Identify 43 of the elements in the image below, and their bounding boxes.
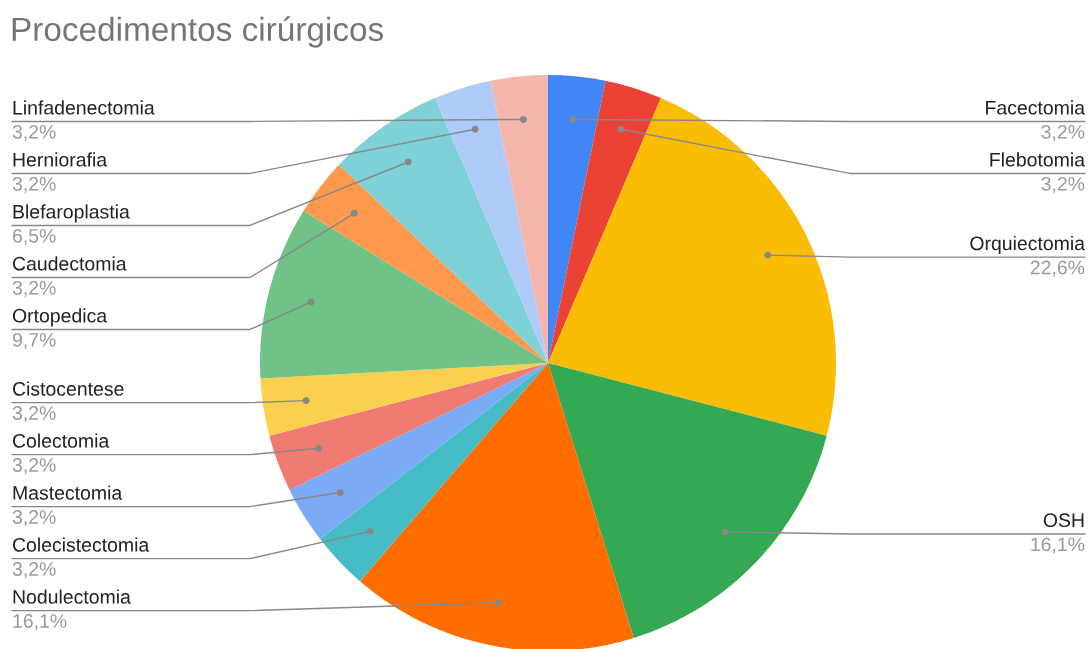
data-label: 3,2% bbox=[12, 124, 56, 142]
slice-label: Herniorafia bbox=[13, 152, 108, 167]
pie-slice bbox=[260, 363, 548, 436]
slice-label: Mastectomia bbox=[13, 485, 123, 500]
pie-slice bbox=[320, 363, 548, 582]
data-label: 3,2% bbox=[12, 458, 56, 475]
pie-slice bbox=[435, 80, 548, 363]
pie-slice bbox=[359, 363, 634, 649]
data-label: 3,2% bbox=[12, 280, 56, 298]
data-label: 3,2% bbox=[12, 510, 56, 527]
pie-slice bbox=[289, 363, 548, 540]
data-label: 3,2% bbox=[1041, 124, 1085, 142]
pie-slice bbox=[548, 80, 661, 363]
data-label: 3,2% bbox=[12, 406, 56, 423]
pie-slice bbox=[548, 98, 836, 436]
slice-label: Flebotomia bbox=[990, 152, 1086, 167]
data-label: 22,6% bbox=[1030, 260, 1085, 277]
pie-slice bbox=[338, 98, 548, 363]
data-label: 16,1% bbox=[13, 614, 67, 631]
pie-slice bbox=[260, 210, 548, 379]
pie-slice bbox=[548, 363, 827, 638]
data-label: 3,2% bbox=[1041, 176, 1085, 194]
pie-slice bbox=[303, 164, 548, 363]
slice-label: Facectomia bbox=[986, 100, 1086, 115]
data-label: 3,2% bbox=[12, 176, 56, 194]
pie-slice bbox=[548, 75, 606, 363]
slice-label: Colectomia bbox=[12, 433, 110, 448]
slice-label: Ortopedica bbox=[12, 308, 108, 327]
data-label: 9,7% bbox=[12, 332, 56, 350]
slice-label: Caudectomia bbox=[12, 256, 127, 271]
slice-label: Orquiectomia bbox=[970, 235, 1086, 255]
pie-slice bbox=[490, 75, 548, 363]
slice-label: Colecistectomia bbox=[12, 537, 150, 552]
data-label: 6,5% bbox=[12, 228, 56, 246]
slice-label: Linfadenectomia bbox=[13, 100, 155, 115]
chart-title: Procedimentos cirúrgicos bbox=[12, 16, 384, 48]
slice-label: Cistocentese bbox=[12, 381, 124, 396]
slice-label: Nodulectomia bbox=[13, 589, 131, 604]
pie-slice bbox=[269, 363, 548, 490]
data-label: 16,1% bbox=[1031, 537, 1085, 554]
slice-label: Blefaroplastia bbox=[13, 204, 130, 223]
data-label: 3,2% bbox=[12, 562, 56, 579]
slice-label: OSH bbox=[1043, 513, 1084, 528]
